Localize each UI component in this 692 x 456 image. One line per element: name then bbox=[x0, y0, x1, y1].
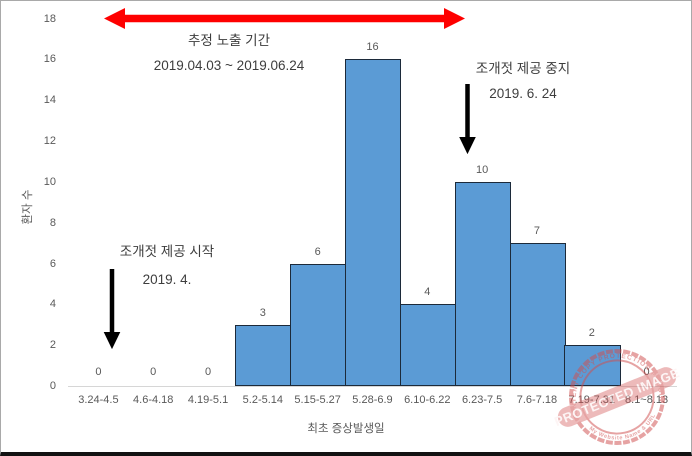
bar-value-label: 6 bbox=[314, 245, 321, 258]
y-tick-label: 2 bbox=[49, 339, 56, 352]
x-tick-label: 8.1~8.13 bbox=[625, 394, 669, 406]
bar-value-label: 0 bbox=[150, 366, 157, 378]
bar-value-label: 10 bbox=[476, 163, 489, 176]
bar-value-label: 16 bbox=[366, 41, 379, 54]
serving-start-annotation: 조개젓 제공 시작 2019. 4. bbox=[120, 240, 214, 296]
x-tick-label: 5.28-6.9 bbox=[352, 394, 393, 406]
bar bbox=[509, 243, 566, 386]
y-tick-label: 10 bbox=[43, 175, 56, 188]
bar bbox=[235, 324, 292, 386]
x-tick-label: 6.23-7.5 bbox=[461, 394, 503, 406]
bar-value-label: 2 bbox=[588, 327, 595, 340]
exposure-period-arrow bbox=[104, 8, 465, 29]
bar-value-label: 0 bbox=[95, 366, 102, 378]
x-tick-label: 4.19-5.1 bbox=[187, 394, 229, 406]
bar-value-label: 7 bbox=[533, 225, 540, 238]
y-tick-label: 14 bbox=[43, 94, 56, 107]
x-tick-label: 4.6-4.18 bbox=[133, 394, 174, 406]
x-tick-label: 3.24-4.5 bbox=[78, 394, 119, 406]
bar-value-label: 4 bbox=[424, 286, 431, 299]
bar bbox=[399, 304, 457, 386]
bar-value-label: 3 bbox=[259, 306, 266, 319]
bar bbox=[345, 59, 402, 386]
x-axis-line bbox=[68, 386, 677, 387]
exposure-period-annotation: 추정 노출 기간 2019.04.03 ~ 2019.06.24 bbox=[154, 29, 305, 78]
exposure-period-dates: 2019.04.03 ~ 2019.06.24 bbox=[153, 58, 305, 73]
x-tick-label: 5.2-5.14 bbox=[242, 394, 284, 406]
serving-stop-annotation: 조개젓 제공 중지 2019. 6. 24 bbox=[476, 57, 570, 106]
bar bbox=[454, 181, 512, 386]
y-tick-label: 12 bbox=[43, 135, 56, 147]
bar-value-label: 0 bbox=[643, 366, 650, 378]
x-tick-label: 7.19-7.31 bbox=[568, 394, 615, 406]
y-tick-label: 4 bbox=[49, 298, 56, 311]
serving-stop-arrow bbox=[459, 84, 476, 155]
serving-stop-date: 2019. 6. 24 bbox=[489, 86, 557, 101]
y-tick-label: 8 bbox=[49, 216, 56, 229]
y-tick-label: 0 bbox=[49, 380, 56, 392]
x-axis-title: 최초 증상발생일 bbox=[307, 423, 385, 435]
bar-value-label: 0 bbox=[204, 366, 212, 378]
y-tick-label: 18 bbox=[43, 12, 56, 25]
serving-stop-title: 조개젓 제공 중지 bbox=[475, 61, 571, 76]
bar bbox=[564, 345, 621, 386]
exposure-period-title: 추정 노출 기간 bbox=[187, 33, 271, 48]
y-tick-label: 16 bbox=[43, 53, 56, 66]
serving-start-title: 조개젓 제공 시작 bbox=[119, 244, 215, 259]
serving-start-date: 2019. 4. bbox=[142, 272, 192, 287]
y-tick-label: 6 bbox=[49, 257, 56, 270]
x-tick-label: 5.15-5.27 bbox=[294, 394, 341, 406]
x-tick-label: 6.10-6.22 bbox=[404, 394, 451, 406]
bar bbox=[290, 263, 347, 386]
serving-start-arrow bbox=[103, 269, 121, 350]
x-tick-label: 7.6-7.18 bbox=[516, 394, 558, 406]
